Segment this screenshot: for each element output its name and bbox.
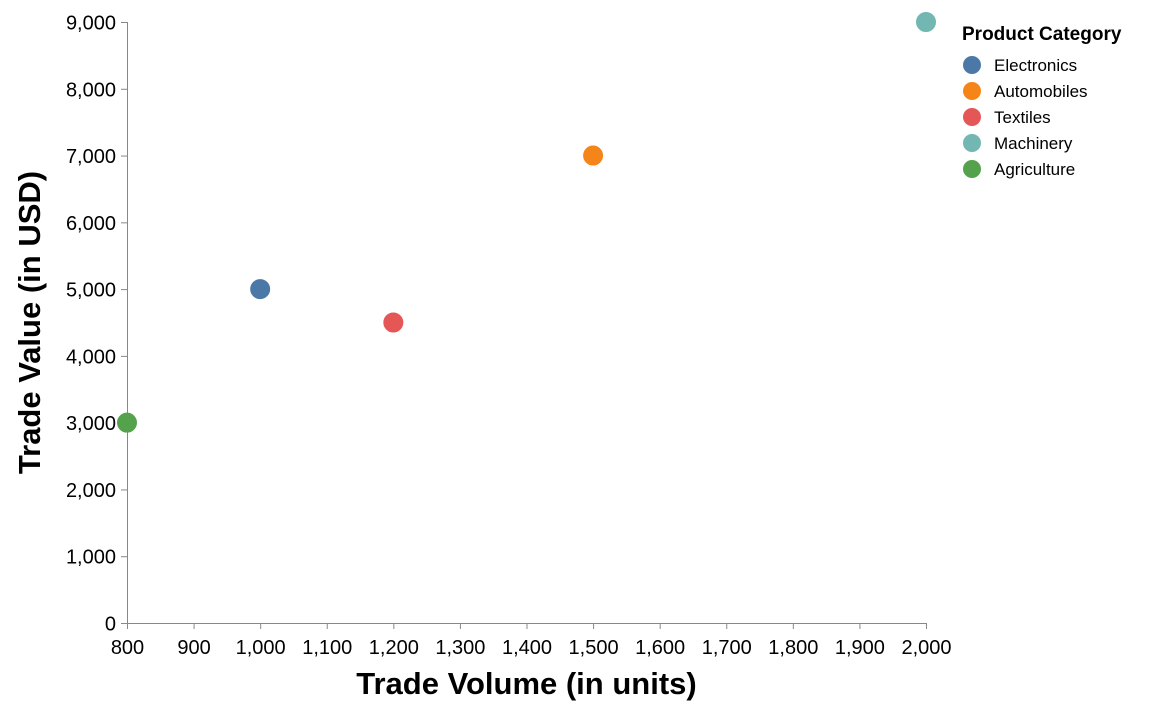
x-axis: 800 900 1,000 1,100 1,200 1,300 1,400 1,500 1,60… <box>111 623 952 659</box>
y-tick-label: 3,000 <box>66 413 116 435</box>
y-tick-label: 6,000 <box>66 213 116 235</box>
data-points <box>117 12 936 433</box>
y-tick-label: 7,000 <box>66 146 116 168</box>
data-point-automobiles <box>583 145 604 166</box>
data-point-machinery <box>916 12 936 32</box>
legend-label-machinery: Machinery <box>994 134 1073 153</box>
y-tick-label: 9,000 <box>66 13 116 35</box>
legend-label-automobiles: Automobiles <box>994 82 1088 101</box>
legend-swatch-electronics <box>963 56 981 74</box>
y-axis: 0 1,000 2,000 3,000 4,000 5,000 6,000 7,000 8,00… <box>66 13 128 636</box>
data-point-textiles <box>383 312 404 333</box>
y-tick-label: 8,000 <box>66 79 116 101</box>
x-tick-label: 1,600 <box>635 637 685 659</box>
x-tick-label: 800 <box>111 637 144 659</box>
legend-swatch-machinery <box>963 134 981 152</box>
data-point-electronics <box>250 279 271 300</box>
legend-title: Product Category <box>962 24 1122 45</box>
data-point-agriculture <box>117 412 137 433</box>
x-tick-label: 1,000 <box>236 637 286 659</box>
x-tick-label: 1,300 <box>435 637 485 659</box>
legend-label-agriculture: Agriculture <box>994 160 1075 179</box>
y-tick-label: 2,000 <box>66 480 116 502</box>
legend-label-textiles: Textiles <box>994 108 1051 127</box>
y-tick-label: 1,000 <box>66 547 116 569</box>
x-tick-label: 1,200 <box>369 637 419 659</box>
legend: Product Category Electronics Automobiles T… <box>962 24 1122 179</box>
x-tick-label: 1,100 <box>302 637 352 659</box>
legend-swatch-automobiles <box>963 82 981 100</box>
y-tick-label: 4,000 <box>66 346 116 368</box>
y-axis-title: Trade Value (in USD) <box>12 171 47 474</box>
x-tick-label: 1,900 <box>835 637 885 659</box>
x-tick-label: 900 <box>177 637 210 659</box>
x-tick-label: 1,500 <box>569 637 619 659</box>
y-tick-label: 0 <box>105 614 116 636</box>
legend-swatch-agriculture <box>963 160 981 178</box>
x-tick-label: 1,700 <box>702 637 752 659</box>
x-tick-label: 1,400 <box>502 637 552 659</box>
x-tick-label: 2,000 <box>901 637 951 659</box>
x-axis-title: Trade Volume (in units) <box>356 666 696 701</box>
legend-swatch-textiles <box>963 108 981 126</box>
legend-label-electronics: Electronics <box>994 56 1077 75</box>
y-tick-label: 5,000 <box>66 280 116 302</box>
x-tick-label: 1,800 <box>768 637 818 659</box>
